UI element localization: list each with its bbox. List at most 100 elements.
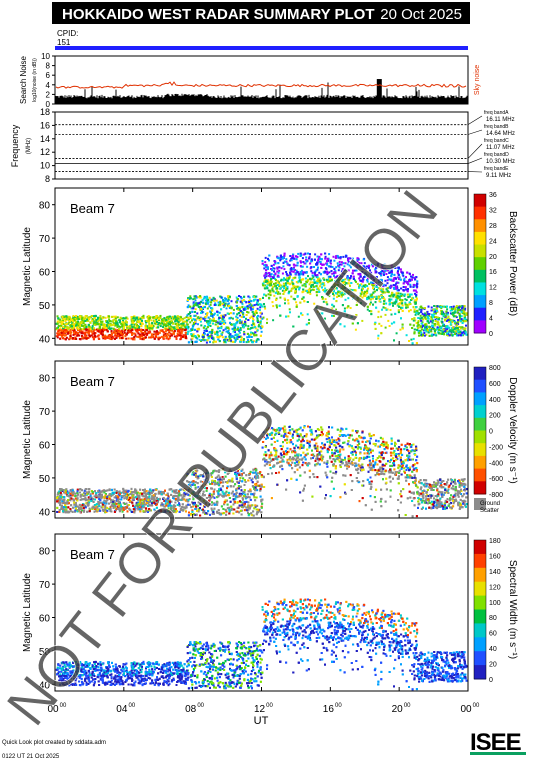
lat-axis-label: Magnetic Latitude bbox=[22, 227, 33, 306]
colorbar-segment bbox=[474, 553, 486, 569]
colorbar-tick-label: 160 bbox=[489, 553, 501, 560]
lat-tick-label: 70 bbox=[39, 580, 51, 591]
freq-tick-label: 14 bbox=[40, 134, 50, 144]
colorbar-segment bbox=[474, 609, 486, 624]
colorbar-segment bbox=[474, 581, 486, 597]
time-tick-label: 20 bbox=[392, 704, 404, 715]
freq-tick-label: 12 bbox=[40, 147, 50, 157]
colorbar-segment bbox=[474, 244, 486, 258]
colorbar-segment bbox=[474, 320, 486, 334]
lat-tick-label: 50 bbox=[39, 474, 51, 485]
colorbar-tick-label: 0 bbox=[489, 677, 493, 684]
colorbar-segment bbox=[474, 665, 486, 680]
colorbar-frame bbox=[473, 539, 487, 680]
lat-tick-label: 60 bbox=[39, 441, 51, 452]
colorbar-tick-label: 600 bbox=[489, 381, 501, 388]
lat-axis-label: Magnetic Latitude bbox=[22, 573, 33, 652]
time-tick-minutes: 00 bbox=[266, 703, 273, 709]
freq-band-value: 9.11 MHz bbox=[486, 173, 511, 179]
colorbar-segment bbox=[474, 595, 486, 610]
freq-tick-label: 8 bbox=[45, 174, 50, 184]
lat-tick-label: 70 bbox=[39, 234, 51, 245]
ground-scatter-label-2: Scatter bbox=[480, 508, 499, 514]
colorbar-tick-label: 0 bbox=[489, 429, 493, 436]
freq-band-pointer bbox=[467, 157, 483, 164]
freq-band-pointer bbox=[467, 129, 483, 135]
colorbar-segment bbox=[474, 455, 486, 470]
colorbar-tick-label: 4 bbox=[489, 316, 493, 323]
sky-noise-label: Sky noise bbox=[474, 65, 481, 95]
colorbar-tick-label: 180 bbox=[489, 538, 501, 545]
colorbar-tick-label: 0 bbox=[489, 331, 493, 338]
ground-scatter-label: Ground bbox=[480, 501, 500, 507]
colorbar-label: Spectral Width (m s⁻¹) bbox=[507, 560, 518, 659]
noise-tick-label: 0 bbox=[46, 100, 51, 109]
colorbar-segment bbox=[474, 392, 486, 406]
footer-timestamp: 0122 UT 21 Oct 2025 bbox=[2, 754, 60, 760]
plot-date: 20 Oct 2025 bbox=[380, 6, 462, 23]
time-tick-label: 08 bbox=[185, 704, 197, 715]
colorbar-tick-label: 28 bbox=[489, 223, 497, 230]
colorbar-frame bbox=[473, 366, 487, 495]
beam-label: Beam 7 bbox=[70, 201, 115, 216]
freq-frame bbox=[54, 111, 469, 180]
search-noise-bars bbox=[55, 82, 468, 104]
freq-band-label: freq bandC bbox=[484, 138, 509, 144]
colorbar-segment bbox=[474, 257, 486, 271]
time-tick-label: 00 bbox=[460, 704, 472, 715]
isee-logo: ISEE bbox=[470, 729, 526, 756]
colorbar-segment bbox=[474, 219, 486, 233]
colorbar-tick-label: 40 bbox=[489, 646, 497, 653]
colorbar-tick-label: 120 bbox=[489, 584, 501, 591]
colorbar-tick-label: -200 bbox=[489, 444, 503, 451]
lat-tick-label: 60 bbox=[39, 614, 51, 625]
title-bar bbox=[52, 2, 470, 24]
colorbar-segment bbox=[474, 417, 486, 431]
scatter-cells bbox=[55, 252, 468, 345]
x-axis-label: UT bbox=[254, 715, 269, 727]
colorbar-segment bbox=[474, 379, 486, 393]
noise-tick-label: 6 bbox=[46, 71, 51, 80]
colorbar-tick-label: 16 bbox=[489, 269, 497, 276]
noise-tick-label: 10 bbox=[41, 52, 50, 61]
beam-label: Beam 7 bbox=[70, 547, 115, 562]
colorbar-segment bbox=[474, 307, 486, 321]
colorbar-tick-label: 140 bbox=[489, 569, 501, 576]
lat-tick-label: 70 bbox=[39, 407, 51, 418]
beam-label: Beam 7 bbox=[70, 374, 115, 389]
lat-axis-label: Magnetic Latitude bbox=[22, 400, 33, 479]
scatter-cells bbox=[55, 598, 468, 691]
ground-scatter-swatch bbox=[474, 498, 486, 510]
colorbar-segment bbox=[474, 651, 486, 666]
cpid-value: 151 bbox=[57, 38, 71, 47]
freq-band-pointer bbox=[467, 143, 483, 159]
time-tick-minutes: 00 bbox=[335, 703, 342, 709]
time-tick-minutes: 00 bbox=[128, 703, 135, 709]
colorbar-tick-label: 200 bbox=[489, 413, 501, 420]
freq-tick-label: 18 bbox=[40, 107, 50, 117]
colorbar-frame bbox=[473, 193, 487, 334]
colorbar-tick-label: 36 bbox=[489, 192, 497, 199]
logo-underline bbox=[470, 752, 526, 755]
colorbar-segment bbox=[474, 481, 486, 495]
lat-tick-label: 40 bbox=[39, 680, 51, 691]
time-tick-minutes: 00 bbox=[473, 703, 480, 709]
footer-created-by: Quick Look plot created by sddata.adm bbox=[2, 740, 106, 746]
freq-band-label: freq bandB bbox=[484, 124, 509, 130]
colorbar-segment bbox=[474, 367, 486, 381]
backscatter-power-panel: 40 50 60 70 80 Magnetic Latitude Beam 7 0 4 8 12 16… bbox=[22, 187, 518, 346]
freq-band-label: freq bandA bbox=[484, 110, 509, 116]
colorbar-tick-label: 8 bbox=[489, 300, 493, 307]
lat-tick-label: 40 bbox=[39, 507, 51, 518]
colorbar-tick-label: -400 bbox=[489, 460, 503, 467]
lat-tick-label: 80 bbox=[39, 547, 51, 558]
colorbar-segment bbox=[474, 430, 486, 444]
colorbar-segment bbox=[474, 443, 486, 457]
colorbar-segment bbox=[474, 194, 486, 208]
lat-tick-label: 50 bbox=[39, 647, 51, 658]
colorbar-segment bbox=[474, 623, 486, 638]
time-axis: 00 00 04 00 08 00 12 00 16 00 20 00 00 00 bbox=[47, 703, 480, 715]
freq-ylabel: Frequency bbox=[10, 124, 20, 167]
lat-tick-label: 50 bbox=[39, 301, 51, 312]
